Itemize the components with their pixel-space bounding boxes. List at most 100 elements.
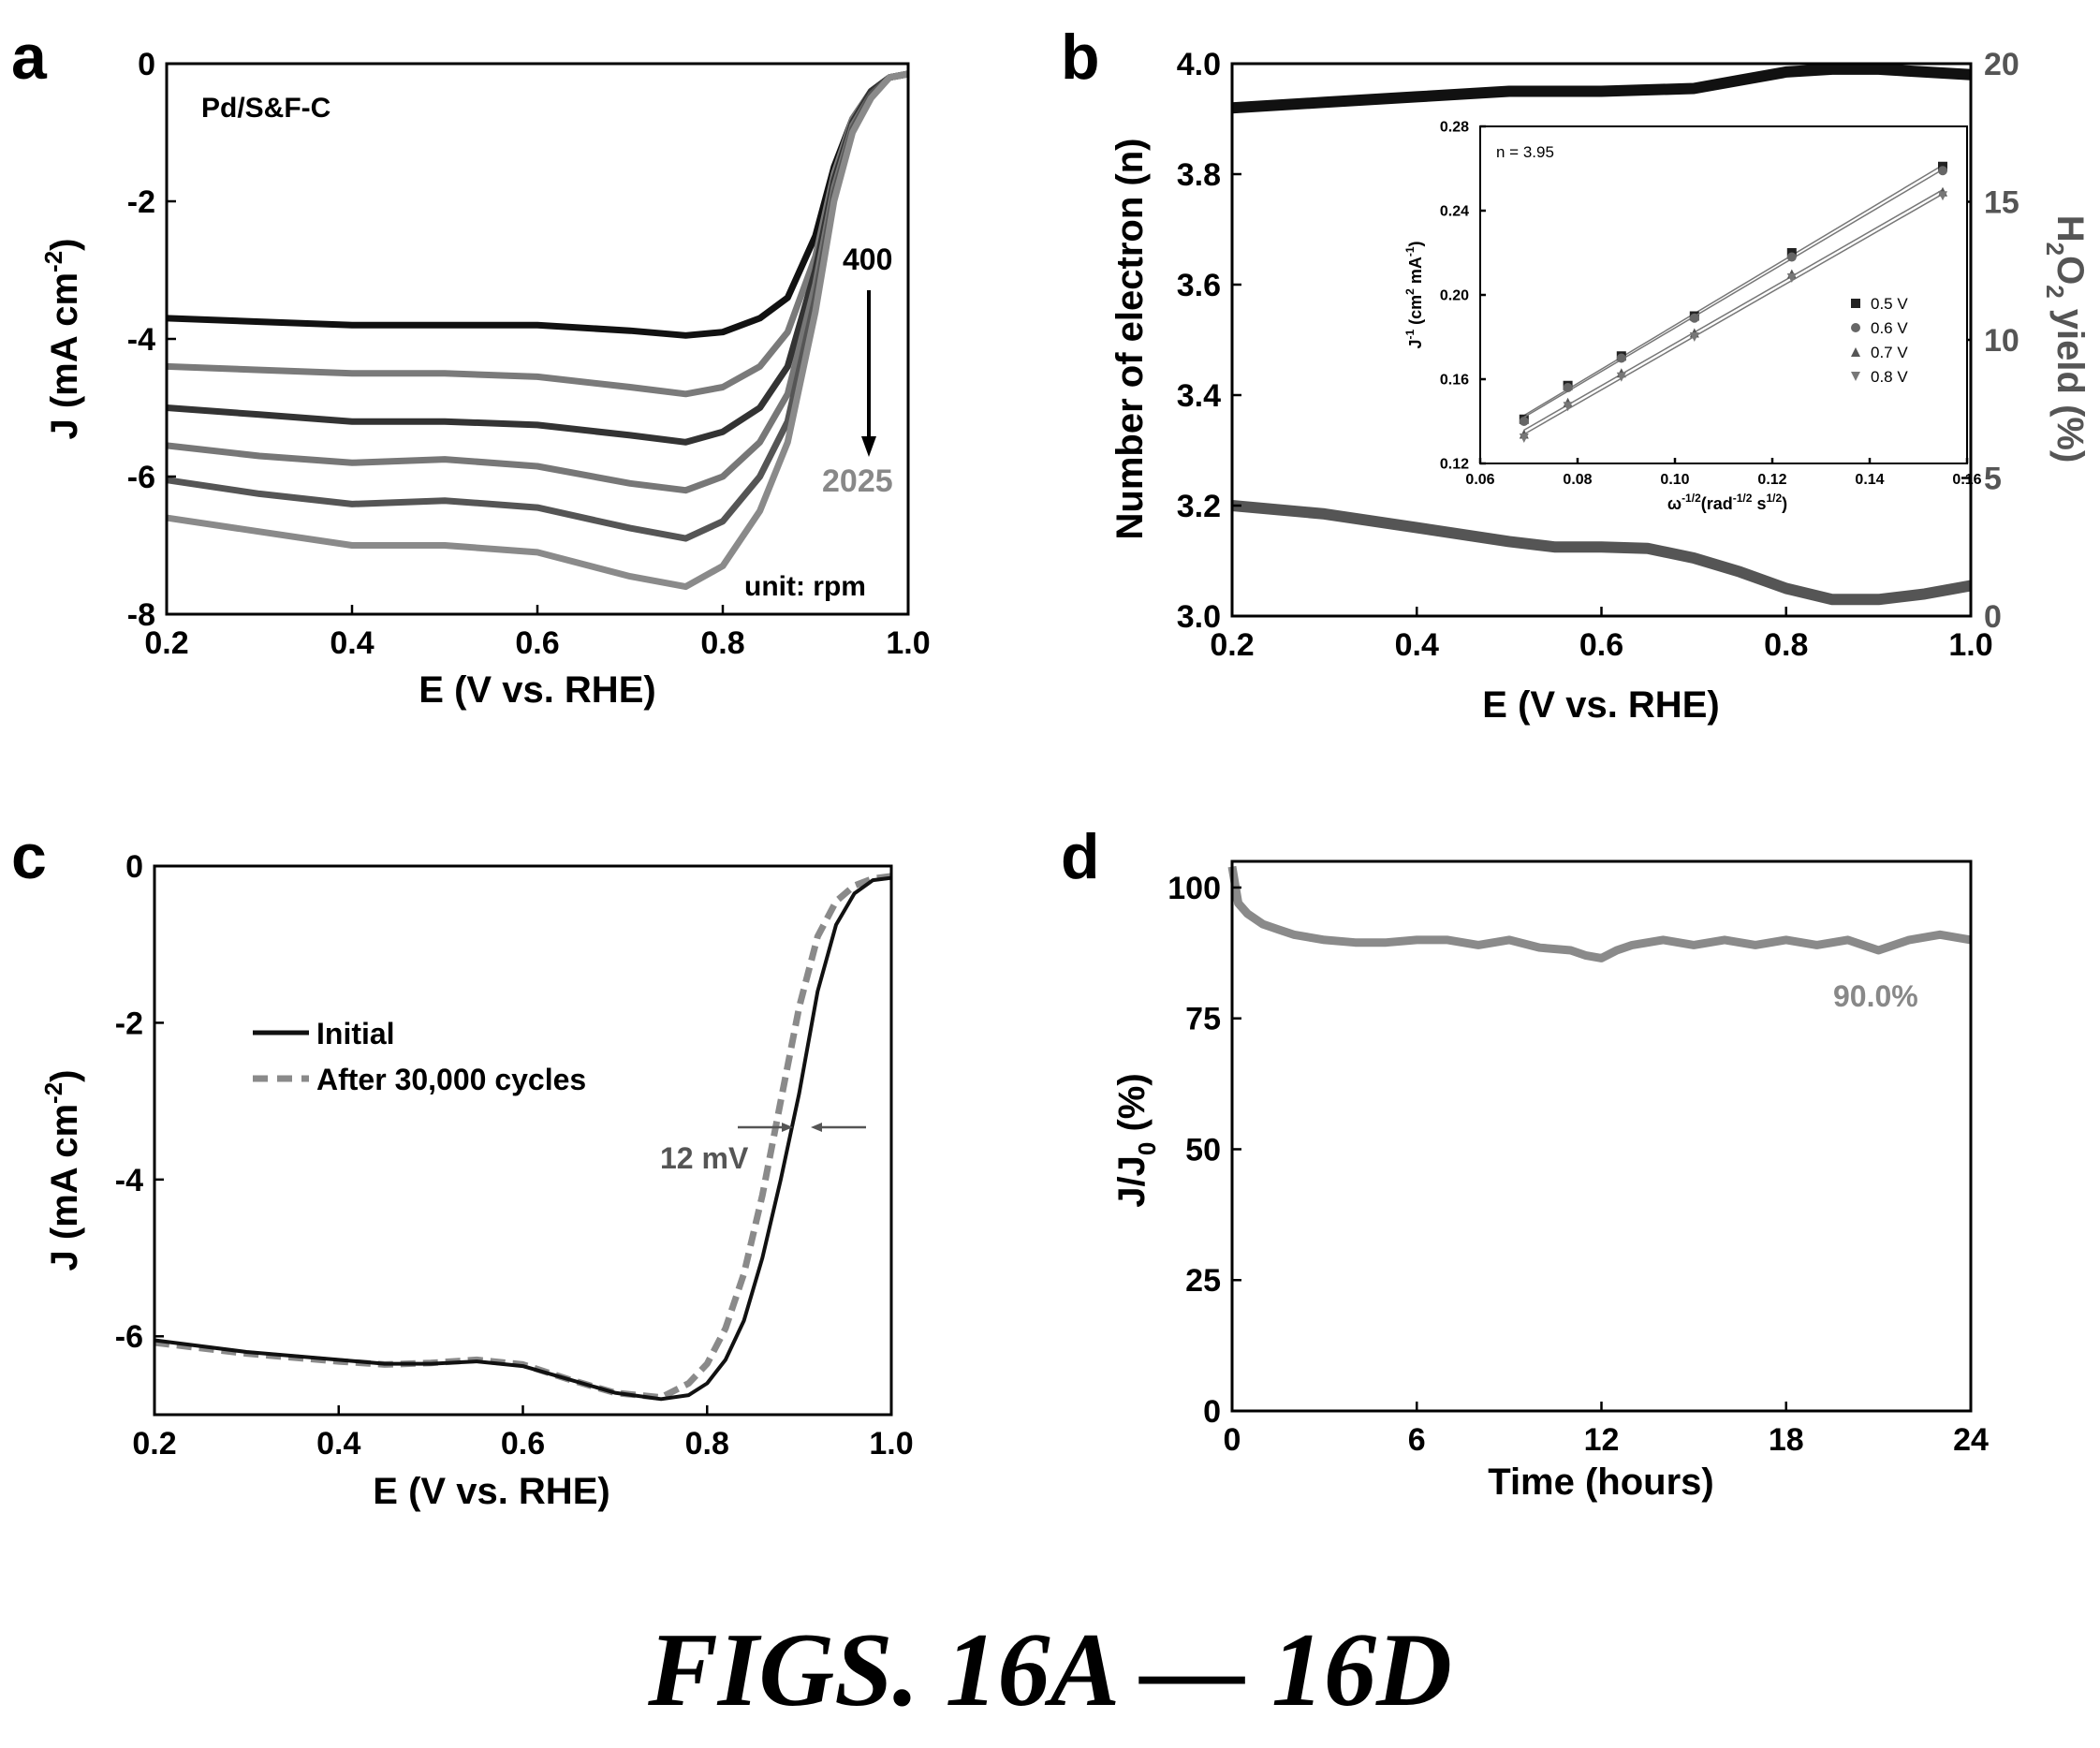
panel-b-xtick-label: 0.6 bbox=[1579, 627, 1623, 663]
panel-c-legend: Initial After 30,000 cycles bbox=[253, 1017, 586, 1096]
panel-label-a: a bbox=[11, 22, 48, 93]
panel-c-xlabel: E (V vs. RHE) bbox=[373, 1471, 609, 1512]
panel-a-start-rpm: 400 bbox=[843, 242, 892, 276]
inset-point bbox=[1563, 402, 1573, 412]
panel-b-y2-ytick-label: 20 bbox=[1984, 47, 2019, 82]
inset-xtick-label: 0.08 bbox=[1563, 472, 1592, 488]
inset-x-ticks: 0.06 0.08 0.10 0.12 0.14 0.16 bbox=[1465, 458, 1982, 488]
panel-b-xtick-label: 0.8 bbox=[1764, 627, 1808, 663]
panel-b-y2-ytick-label: 15 bbox=[1984, 184, 2019, 220]
panel-a-ytick-label: -4 bbox=[127, 322, 155, 358]
panel-b-series-group bbox=[1231, 63, 1973, 606]
annotation-arrowhead-left bbox=[782, 1123, 793, 1132]
panel-d-x-ticks: 0 6 12 18 24 bbox=[1224, 1402, 1989, 1458]
inset-ytick-label: 0.20 bbox=[1440, 288, 1469, 304]
panel-c-xtick-label: 1.0 bbox=[869, 1426, 913, 1462]
panel-b-ytick-label: 3.4 bbox=[1177, 378, 1221, 414]
inset-point bbox=[1563, 383, 1573, 392]
panel-d-ylabel: J/J0 (%) bbox=[1111, 1073, 1161, 1207]
inset-ytick-label: 0.28 bbox=[1440, 120, 1469, 136]
panel-a-series-group bbox=[166, 70, 909, 591]
panel-a-xtick-label: 0.4 bbox=[330, 625, 374, 661]
inset-fit-line bbox=[1523, 193, 1944, 435]
panel-a-ylabel: J (mA cm-2) bbox=[39, 238, 85, 439]
panel-b-y2-ytick-label: 10 bbox=[1984, 323, 2019, 359]
panel-d-xtick-label: 0 bbox=[1224, 1422, 1241, 1458]
inset-point bbox=[1938, 166, 1947, 176]
figure-caption: FIGS. 16A — 16D bbox=[648, 1612, 1452, 1728]
panel-b-xtick-label: 1.0 bbox=[1948, 627, 1992, 663]
panel-a-unit-label: unit: rpm bbox=[744, 571, 866, 602]
panel-a: a 0.2 0.4 0.6 0.8 1.0 -8 -6 -4 -2 0 E (V vs. RHE… bbox=[11, 22, 931, 711]
legend-initial-label: Initial bbox=[316, 1017, 395, 1050]
inset-ytick-label: 0.16 bbox=[1440, 373, 1469, 389]
panel-a-xtick-label: 1.0 bbox=[886, 625, 930, 661]
panel-d-stability-line bbox=[1227, 865, 1972, 962]
panel-b-h2o2-yield-line bbox=[1231, 500, 1973, 606]
panel-a-sample-label: Pd/S&F-C bbox=[201, 93, 330, 124]
panel-c-xtick-label: 0.8 bbox=[685, 1426, 729, 1462]
inset-legend-label: 0.6 V bbox=[1871, 319, 1908, 337]
inset-point bbox=[1786, 252, 1797, 262]
panel-c-frame bbox=[153, 864, 893, 1417]
inset-xlabel: ω-1/2(rad-1/2 s1/2) bbox=[1667, 492, 1787, 513]
panel-label-c: c bbox=[11, 821, 47, 892]
panel-c-ylabel: J (mA cm-2) bbox=[39, 1069, 85, 1271]
panel-c-ytick-label: -6 bbox=[115, 1319, 143, 1355]
inset-xtick-label: 0.12 bbox=[1757, 472, 1786, 488]
panel-b-ylabel: Number of electron (n) bbox=[1109, 139, 1151, 540]
panel-a-xtick-label: 0.8 bbox=[700, 625, 744, 661]
inset-legend: 0.5 V 0.6 V 0.7 V 0.8 V bbox=[1851, 295, 1908, 386]
panel-d-ytick-label: 50 bbox=[1185, 1132, 1221, 1168]
panel-c-y-ticks: -6 -4 -2 0 bbox=[115, 849, 164, 1355]
inset-point bbox=[1689, 313, 1699, 323]
panel-c-ytick-label: 0 bbox=[125, 849, 143, 885]
panel-a-ytick-label: -2 bbox=[127, 184, 155, 220]
panel-d-xtick-label: 12 bbox=[1584, 1422, 1620, 1458]
panel-a-y-ticks: -8 -6 -4 -2 0 bbox=[127, 47, 176, 633]
panel-a-xtick-label: 0.6 bbox=[515, 625, 559, 661]
inset-point bbox=[1616, 353, 1626, 363]
panel-a-series-line bbox=[166, 70, 909, 591]
panel-d-ytick-label: 25 bbox=[1185, 1263, 1221, 1299]
panel-a-x-ticks: 0.2 0.4 0.6 0.8 1.0 bbox=[144, 605, 931, 661]
inset-legend-label: 0.5 V bbox=[1871, 295, 1908, 313]
inset-legend-marker bbox=[1851, 299, 1860, 308]
panel-c-xtick-label: 0.4 bbox=[316, 1426, 360, 1462]
panel-c-initial-line bbox=[154, 875, 892, 1402]
inset-fit-line bbox=[1523, 169, 1944, 419]
panel-b-y-ticks: 3.0 3.2 3.4 3.6 3.8 4.0 bbox=[1177, 47, 1241, 635]
annotation-arrowhead-right bbox=[811, 1123, 822, 1132]
panel-a-rpm-arrowhead bbox=[861, 436, 876, 457]
inset-legend-marker bbox=[1851, 347, 1860, 357]
inset-xtick-label: 0.10 bbox=[1660, 472, 1689, 488]
panel-c-x-ticks: 0.2 0.4 0.6 0.8 1.0 bbox=[132, 1405, 914, 1462]
panel-b-ytick-label: 3.8 bbox=[1177, 157, 1221, 193]
panel-a-end-rpm: 2025 bbox=[822, 463, 893, 499]
inset-legend-marker bbox=[1851, 323, 1860, 332]
panel-a-ytick-label: 0 bbox=[138, 47, 155, 82]
panel-d-series-group bbox=[1227, 865, 1972, 962]
inset-fit-line bbox=[1523, 189, 1944, 432]
inset-ylabel: J-1 (cm2 mA-1) bbox=[1403, 241, 1425, 348]
panel-b-ytick-label: 4.0 bbox=[1177, 47, 1221, 82]
inset-ytick-label: 0.12 bbox=[1440, 457, 1469, 473]
inset-y-ticks: 0.12 0.16 0.20 0.24 0.28 bbox=[1440, 120, 1486, 473]
panel-b-inset: 0.06 0.08 0.10 0.12 0.14 0.16 0.12 0.16 0.20 0.2… bbox=[1403, 120, 1982, 513]
panel-b-x-ticks: 0.2 0.4 0.6 0.8 1.0 bbox=[1210, 607, 1993, 663]
panel-b-xtick-label: 0.2 bbox=[1210, 627, 1254, 663]
panel-d-annotation: 90.0% bbox=[1833, 979, 1918, 1013]
panel-d-xlabel: Time (hours) bbox=[1488, 1462, 1714, 1503]
inset-point bbox=[1689, 332, 1699, 342]
panel-label-b: b bbox=[1061, 22, 1100, 93]
inset-annotation: n = 3.95 bbox=[1496, 143, 1554, 161]
panel-d: d 0 6 12 18 24 0 25 50 75 100 Time (hours) J/J0 … bbox=[1061, 821, 1989, 1503]
panel-b-y2-ytick-label: 0 bbox=[1984, 599, 2002, 635]
inset-fit-line bbox=[1523, 164, 1944, 417]
panel-c-xtick-label: 0.2 bbox=[132, 1426, 176, 1462]
legend-after-label: After 30,000 cycles bbox=[316, 1063, 586, 1096]
panel-a-ytick-label: -8 bbox=[127, 597, 155, 633]
inset-point bbox=[1519, 433, 1529, 443]
inset-point bbox=[1519, 417, 1529, 426]
